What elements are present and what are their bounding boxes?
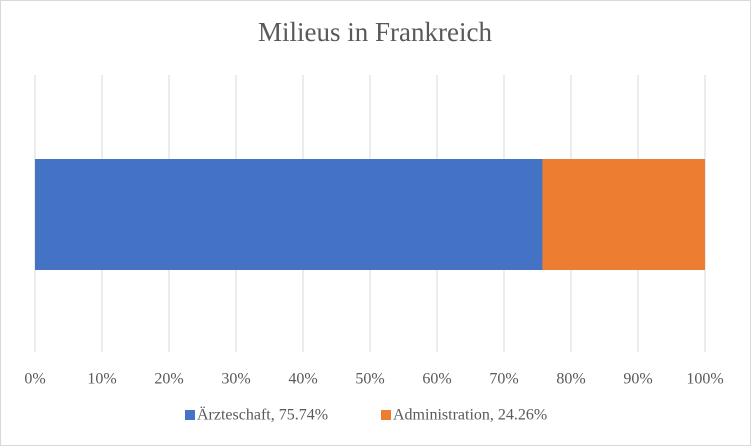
- x-tick-label: 100%: [686, 371, 723, 388]
- x-tick-label: 40%: [288, 371, 317, 388]
- x-tick-label: 80%: [556, 371, 585, 388]
- x-tick-label: 70%: [489, 371, 518, 388]
- x-tick-label: 90%: [623, 371, 652, 388]
- bar-segment: [35, 159, 543, 270]
- legend-swatch: [185, 410, 195, 420]
- x-tick-label: 10%: [87, 371, 116, 388]
- legend-swatch: [381, 410, 391, 420]
- x-tick-label: 0%: [24, 371, 45, 388]
- bar-segment: [542, 159, 705, 270]
- x-tick-label: 20%: [154, 371, 183, 388]
- legend-label: Administration, 24.26%: [393, 407, 547, 424]
- x-tick-label: 30%: [221, 371, 250, 388]
- x-tick-label: 50%: [355, 371, 384, 388]
- x-tick-label: 60%: [422, 371, 451, 388]
- chart-title: Milieus in Frankreich: [258, 17, 492, 47]
- legend-label: Ärzteschaft, 75.74%: [197, 406, 328, 424]
